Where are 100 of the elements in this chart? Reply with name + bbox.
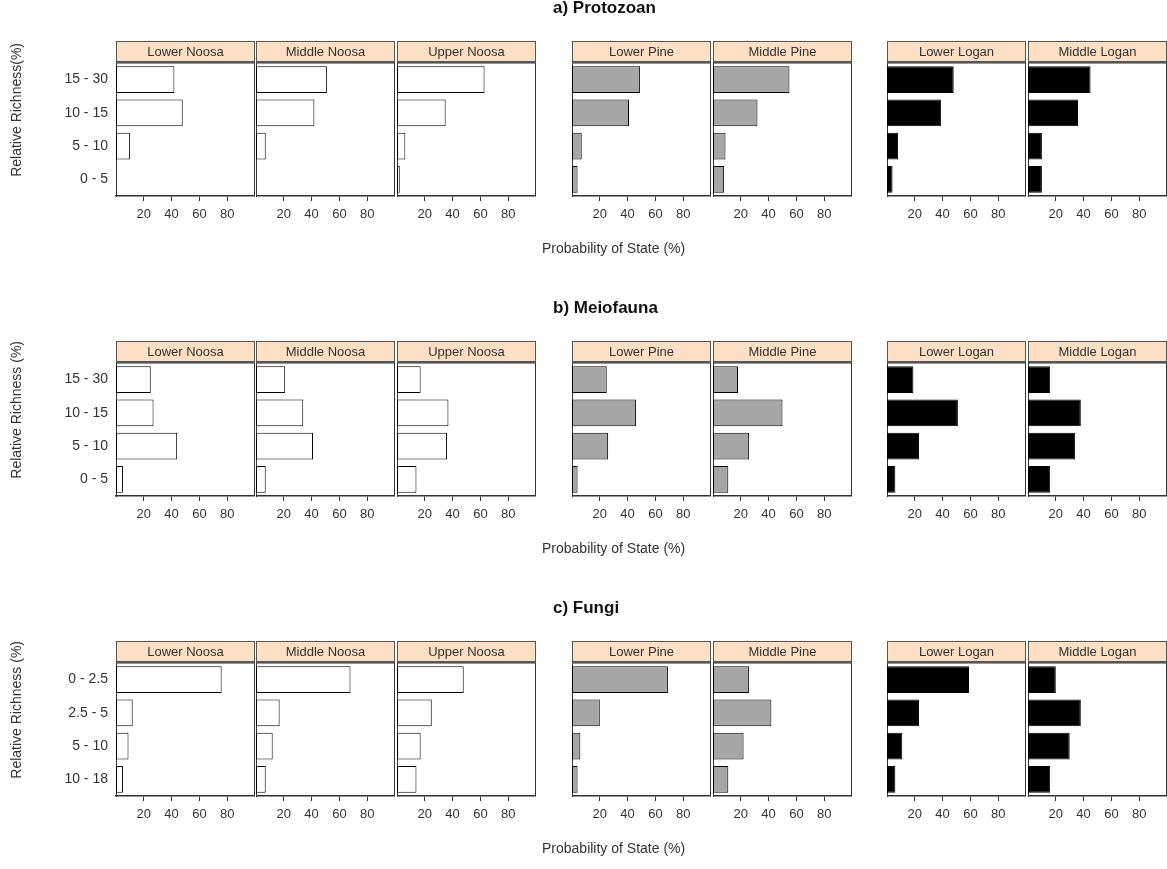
y-axis-title: Relative Richness(%) bbox=[8, 42, 24, 177]
chart-title: Middle Noosa bbox=[256, 41, 395, 63]
x-tick-label: 60 bbox=[963, 506, 978, 522]
x-tick-label: 80 bbox=[359, 806, 375, 822]
bar bbox=[1028, 66, 1091, 93]
x-tick-label: 80 bbox=[219, 206, 235, 222]
bar bbox=[1028, 399, 1081, 427]
bar bbox=[887, 399, 958, 427]
x-tick-label: 80 bbox=[675, 506, 691, 522]
x-tick-label: 60 bbox=[332, 506, 347, 522]
bar bbox=[1028, 432, 1076, 460]
x-tick-label: 60 bbox=[192, 206, 207, 222]
x-tick-label: 20 bbox=[733, 806, 749, 822]
x-tick-label: 40 bbox=[1076, 506, 1091, 522]
chart-title: Lower Pine bbox=[572, 641, 711, 663]
y-tick-label: 10 - 15 bbox=[64, 103, 109, 120]
bar bbox=[1028, 132, 1042, 160]
x-tick-label: 80 bbox=[500, 806, 516, 822]
x-tick-label: 80 bbox=[1131, 806, 1147, 822]
x-tick-label: 20 bbox=[1048, 206, 1064, 222]
x-tick-label: 40 bbox=[935, 506, 950, 522]
bar bbox=[887, 466, 896, 493]
chart-title: Lower Noosa bbox=[116, 41, 255, 63]
x-tick-label: 60 bbox=[332, 806, 347, 822]
chart-title: Lower Logan bbox=[887, 41, 1026, 63]
y-tick-label: 5 - 10 bbox=[72, 136, 109, 153]
chart-title: Lower Logan bbox=[887, 341, 1026, 363]
x-tick-label: 80 bbox=[816, 206, 832, 222]
x-tick-label: 80 bbox=[990, 206, 1006, 222]
x-tick-label: 40 bbox=[761, 206, 776, 222]
x-tick-label: 80 bbox=[1131, 206, 1147, 222]
x-tick-label: 80 bbox=[675, 806, 691, 822]
x-tick-label: 20 bbox=[733, 506, 749, 522]
x-tick-label: 20 bbox=[276, 506, 292, 522]
x-tick-label: 40 bbox=[164, 506, 179, 522]
x-tick-label: 20 bbox=[136, 506, 152, 522]
chart-title: Lower Logan bbox=[887, 641, 1026, 663]
bar bbox=[887, 666, 970, 693]
x-tick-label: 40 bbox=[164, 806, 179, 822]
x-tick-label: 60 bbox=[332, 206, 347, 222]
x-tick-label: 80 bbox=[675, 206, 691, 222]
x-tick-label: 40 bbox=[164, 206, 179, 222]
x-tick-label: 60 bbox=[1104, 806, 1119, 822]
chart-title: Upper Noosa bbox=[397, 641, 536, 663]
bar bbox=[887, 732, 903, 760]
x-tick-label: 80 bbox=[816, 506, 832, 522]
x-axis-title: Probability of State (%) bbox=[542, 540, 686, 556]
x-tick-label: 40 bbox=[304, 506, 319, 522]
bar bbox=[1028, 666, 1056, 693]
chart-title: Middle Noosa bbox=[256, 341, 395, 363]
text: a) Protozoan bbox=[553, 0, 656, 18]
x-tick-label: 20 bbox=[417, 206, 433, 222]
y-tick-label: 0 - 5 bbox=[79, 470, 109, 487]
x-tick-label: 80 bbox=[816, 806, 832, 822]
chart-title: Middle Pine bbox=[713, 41, 852, 63]
text: b) Meiofauna bbox=[553, 298, 658, 318]
x-tick-label: 80 bbox=[1131, 506, 1147, 522]
x-tick-label: 40 bbox=[935, 806, 950, 822]
x-tick-label: 40 bbox=[1076, 206, 1091, 222]
bar bbox=[887, 132, 899, 160]
chart-title: Middle Logan bbox=[1028, 641, 1167, 663]
chart-title: Upper Noosa bbox=[397, 41, 536, 63]
x-tick-label: 40 bbox=[761, 806, 776, 822]
x-tick-label: 80 bbox=[990, 806, 1006, 822]
x-tick-label: 80 bbox=[219, 506, 235, 522]
x-tick-label: 20 bbox=[592, 806, 608, 822]
x-tick-label: 60 bbox=[789, 206, 804, 222]
x-tick-label: 20 bbox=[417, 506, 433, 522]
x-tick-label: 80 bbox=[500, 206, 516, 222]
x-tick-label: 60 bbox=[473, 206, 488, 222]
x-tick-label: 80 bbox=[359, 506, 375, 522]
chart-title: Lower Noosa bbox=[116, 641, 255, 663]
x-tick-label: 20 bbox=[1048, 506, 1064, 522]
bar bbox=[887, 366, 914, 393]
bar bbox=[887, 699, 919, 727]
chart-title: Lower Noosa bbox=[116, 341, 255, 363]
y-axis-title: Relative Richness (%) bbox=[8, 340, 24, 479]
x-tick-label: 40 bbox=[620, 506, 635, 522]
x-tick-label: 40 bbox=[935, 206, 950, 222]
x-tick-label: 80 bbox=[500, 506, 516, 522]
x-axis-title: Probability of State (%) bbox=[542, 240, 686, 256]
x-axis-title: Probability of State (%) bbox=[542, 840, 686, 856]
x-tick-label: 60 bbox=[473, 506, 488, 522]
y-tick-label: 0 - 2.5 bbox=[68, 670, 109, 687]
y-tick-label: 0 - 5 bbox=[79, 170, 109, 187]
bar bbox=[1028, 732, 1070, 760]
x-tick-label: 20 bbox=[136, 806, 152, 822]
bar bbox=[887, 99, 942, 127]
x-tick-label: 20 bbox=[417, 806, 433, 822]
x-tick-label: 40 bbox=[445, 206, 460, 222]
y-axis-title: Relative Richness (%) bbox=[8, 640, 24, 779]
x-tick-label: 20 bbox=[592, 206, 608, 222]
y-tick-label: 10 - 18 bbox=[64, 770, 109, 787]
x-tick-label: 40 bbox=[304, 806, 319, 822]
x-tick-label: 20 bbox=[136, 206, 152, 222]
x-tick-label: 60 bbox=[648, 806, 663, 822]
x-tick-label: 40 bbox=[304, 206, 319, 222]
x-tick-label: 80 bbox=[359, 206, 375, 222]
x-tick-label: 40 bbox=[445, 506, 460, 522]
x-tick-label: 20 bbox=[907, 806, 923, 822]
